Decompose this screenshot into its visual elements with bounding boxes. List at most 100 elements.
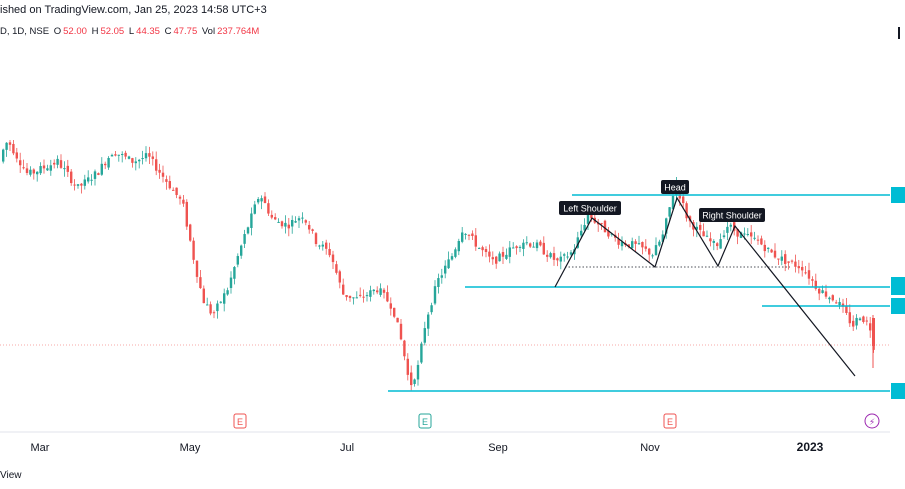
candle-body <box>505 254 508 259</box>
candle-body <box>756 239 760 241</box>
price-level-tag <box>891 298 905 314</box>
candle-body <box>797 266 800 269</box>
candle-body <box>32 169 35 174</box>
candle-body <box>620 241 624 247</box>
candle-body <box>267 203 270 214</box>
candle-body <box>342 284 345 295</box>
candle-body <box>488 251 491 257</box>
candle-body <box>144 153 148 159</box>
candle-body <box>29 169 32 175</box>
candle-body <box>206 304 209 306</box>
candle-body <box>824 291 828 297</box>
candle-body <box>308 224 311 230</box>
candle-body <box>410 372 413 386</box>
candle-body <box>287 224 290 229</box>
candle-body <box>631 241 634 248</box>
candle-body <box>396 317 399 323</box>
candle-body <box>818 288 821 294</box>
candle-body <box>760 238 763 245</box>
left-shoulder-label-bg <box>559 201 621 215</box>
candle-body <box>219 301 222 303</box>
candle-body <box>90 179 93 181</box>
head-label: Head <box>664 183 686 193</box>
candle-body <box>811 279 814 281</box>
candle-body <box>372 289 375 292</box>
candle-body <box>427 314 430 329</box>
candle-body <box>131 158 134 163</box>
candle-body <box>195 260 199 277</box>
head-shoulders-pattern <box>554 196 856 377</box>
low-value: 44.35 <box>136 26 160 37</box>
volume-value: 237.764M <box>217 26 260 37</box>
candle-body <box>753 237 756 239</box>
candle-body <box>739 232 743 238</box>
candle-body <box>12 143 15 154</box>
candle-body <box>869 323 872 331</box>
candle-body <box>274 217 277 220</box>
earnings-marker <box>663 413 677 429</box>
candle-body <box>848 312 851 324</box>
candle-body <box>529 243 532 247</box>
right-shoulder-label-bg <box>699 208 765 222</box>
candle-body <box>338 271 341 283</box>
candle-body <box>865 320 868 322</box>
candle-body <box>127 156 131 159</box>
candle-body <box>668 207 671 217</box>
candle-body <box>654 245 658 256</box>
candle-body <box>845 305 848 314</box>
candle-body <box>148 153 151 157</box>
candle-body <box>518 246 522 248</box>
candle-body <box>658 241 661 246</box>
candle-body <box>168 181 171 189</box>
candle-body <box>209 304 212 314</box>
candle-body <box>182 199 185 204</box>
candle-body <box>563 254 566 256</box>
ohlc-legend: D, 1D, NSE O 52.00 H 52.05 L 44.35 C 47.75 V… <box>0 26 261 37</box>
candle-body <box>158 169 161 173</box>
candle-body <box>440 275 443 278</box>
candle-body <box>726 226 729 233</box>
candle-body <box>787 261 790 263</box>
candle-body <box>42 165 46 169</box>
candle-body <box>185 201 188 227</box>
candle-body <box>416 364 420 380</box>
candle-body <box>311 229 314 231</box>
candle-body <box>464 233 467 235</box>
x-tick-label: Sep <box>488 442 508 454</box>
candle-body <box>352 297 355 299</box>
candle-body <box>304 220 307 223</box>
candle-body <box>70 171 73 184</box>
candle-body <box>202 288 205 304</box>
candle-body <box>321 244 324 247</box>
candle-body <box>15 152 18 159</box>
candle-body <box>586 214 590 224</box>
candle-body <box>722 235 726 238</box>
dividend-marker-label: ⚡ <box>869 418 875 428</box>
earnings-marker-label: E <box>237 417 243 427</box>
candle-body <box>325 242 328 249</box>
candle-body <box>175 187 178 196</box>
candle-body <box>151 156 154 159</box>
candle-body <box>858 318 862 321</box>
candle-body <box>178 196 182 199</box>
candle-body <box>641 242 644 248</box>
candle-body <box>240 245 243 256</box>
candle-body <box>838 301 841 306</box>
candle-body <box>291 219 294 227</box>
candle-body <box>117 154 120 156</box>
x-tick-label: Mar <box>31 442 50 454</box>
candle-body <box>403 340 406 357</box>
candle-body <box>535 242 539 249</box>
head-label-bg <box>661 180 689 194</box>
candle-body <box>549 253 552 258</box>
candle-body <box>233 267 236 279</box>
candle-body <box>702 231 705 237</box>
candle-body <box>19 160 22 166</box>
dividend-marker <box>864 413 880 429</box>
candle-body <box>855 317 858 326</box>
candle-body <box>651 255 654 257</box>
x-tick-label: May <box>180 442 201 454</box>
candle-body <box>192 240 195 260</box>
candle-body <box>107 157 110 168</box>
